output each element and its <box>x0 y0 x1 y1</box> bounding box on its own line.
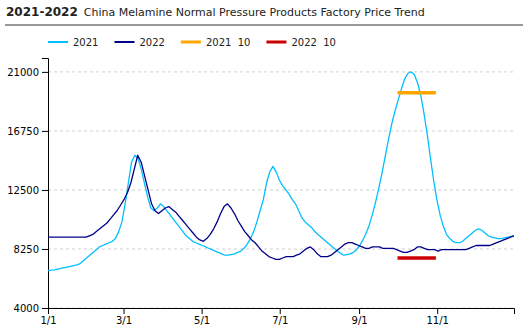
legend-item: 2021 10 <box>181 37 251 48</box>
y-tick: 12500 <box>7 185 48 196</box>
y-tick-mark <box>42 249 48 250</box>
x-tick-label: 5/1 <box>194 315 210 326</box>
legend-label: 2021 <box>73 37 98 48</box>
title: 2021-2022 <box>6 5 78 19</box>
legend: 2021 2022 2021 10 2022 10 <box>48 37 336 48</box>
legend-label: 2021 10 <box>206 37 251 48</box>
x-tick: 11/1 <box>426 308 448 326</box>
y-tick-label: 8250 <box>14 244 39 255</box>
x-tick-label: 3/1 <box>116 315 132 326</box>
grid-line <box>48 130 514 131</box>
x-tick-label: 9/1 <box>352 315 368 326</box>
y-tick-label: 4000 <box>14 303 39 314</box>
legend-swatch <box>48 41 68 43</box>
legend-swatch <box>114 41 134 43</box>
series-line <box>48 155 514 259</box>
x-axis-line <box>49 309 515 315</box>
y-tick-mark <box>42 308 48 309</box>
x-tick: 3/1 <box>116 308 132 326</box>
plot-area <box>48 72 514 271</box>
title-group: 2021-2022 China Melamine Normal Pressure … <box>5 5 523 25</box>
legend-item: 2022 <box>114 37 164 48</box>
series-line <box>398 91 436 95</box>
x-tick-mark <box>437 308 438 314</box>
y-tick: 8250 <box>14 244 48 255</box>
y-axis-line <box>42 59 49 309</box>
chart: 2021-2022 China Melamine Normal Pressure … <box>0 0 528 334</box>
x-tick: 1/1 <box>40 308 56 326</box>
subtitle: China Melamine Normal Pressure Products … <box>84 6 425 19</box>
series-line <box>48 72 514 271</box>
legend-swatch <box>181 41 201 44</box>
legend-label: 2022 10 <box>291 37 336 48</box>
y-tick-label: 21000 <box>7 67 39 78</box>
y-tick-label: 16750 <box>7 126 39 137</box>
grid-line <box>48 71 514 72</box>
legend-label: 2022 <box>139 37 164 48</box>
x-tick-label: 7/1 <box>272 315 288 326</box>
y-tick-mark <box>42 72 48 73</box>
legend-item: 2022 10 <box>266 37 336 48</box>
y-tick-mark <box>42 190 48 191</box>
series-line <box>398 256 436 260</box>
title-rule <box>5 25 523 26</box>
x-tick: 5/1 <box>194 308 210 326</box>
y-tick: 21000 <box>7 67 48 78</box>
y-tick: 4000 <box>14 303 48 314</box>
x-tick: 9/1 <box>352 308 368 326</box>
x-tick-mark <box>359 308 360 314</box>
x-tick-label: 11/1 <box>426 315 448 326</box>
grid-line <box>48 189 514 190</box>
y-axis: 4000 8250 12500 16750 21000 <box>7 59 48 314</box>
y-tick-mark <box>42 131 48 132</box>
legend-swatch <box>266 41 286 44</box>
x-tick-label: 1/1 <box>40 315 56 326</box>
x-tick: 7/1 <box>272 308 288 326</box>
y-tick: 16750 <box>7 126 48 137</box>
x-tick-mark <box>280 308 281 314</box>
x-tick-mark <box>124 308 125 314</box>
x-tick-mark <box>202 308 203 314</box>
legend-item: 2021 <box>48 37 98 48</box>
grid <box>48 72 514 308</box>
x-axis: 1/1 3/1 5/1 7/1 9/1 11/1 <box>40 308 514 326</box>
y-tick-label: 12500 <box>7 185 39 196</box>
